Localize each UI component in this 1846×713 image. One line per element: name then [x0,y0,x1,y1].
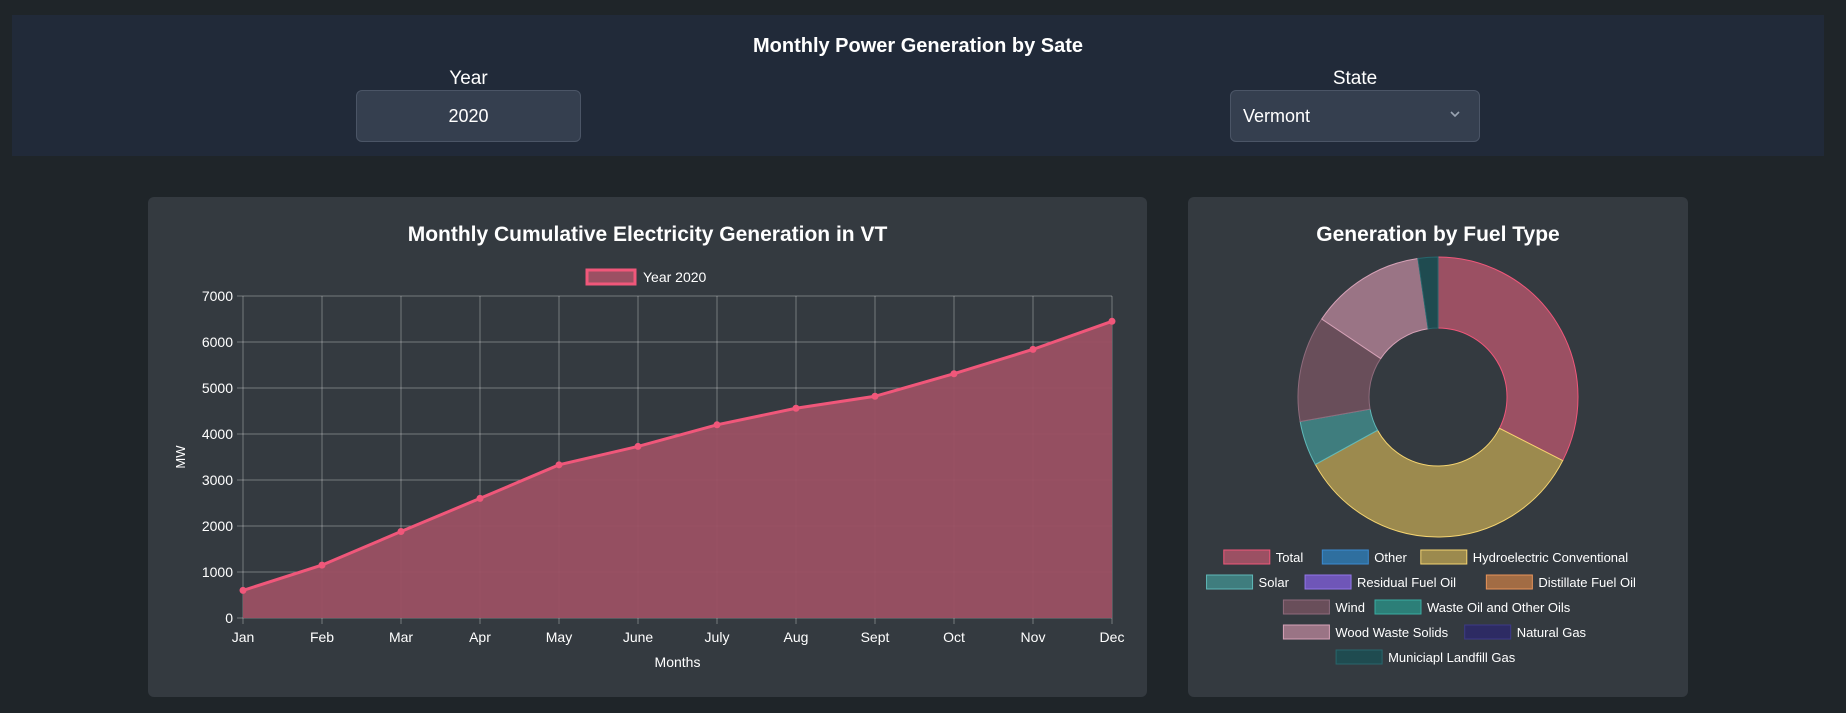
state-value: Vermont [1243,106,1311,126]
y-tick-label: 0 [225,610,233,626]
page-title: Monthly Power Generation by Sate [752,35,1084,57]
y-tick-label: 6000 [202,334,233,350]
legend-swatch [1335,649,1383,665]
legend-label: Total [1276,550,1304,565]
legend-label: Wood Waste Solids [1335,625,1448,640]
x-tick-label: Aug [784,629,809,645]
data-point [871,392,879,400]
header-panel: Monthly Power Generation by Sate Year 20… [12,15,1824,156]
x-tick-label: Jan [232,629,255,645]
legend-label: Natural Gas [1517,625,1587,640]
legend-swatch [1485,574,1533,590]
pie-chart-card: Generation by Fuel Type Total Other Hydroel… [1188,197,1688,697]
x-tick-label: Nov [1021,629,1046,645]
legend-swatch [1321,549,1369,565]
x-tick-label: Dec [1100,629,1125,645]
legend-label: Solar [1259,575,1290,590]
line-chart-card: Monthly Cumulative Electricity Generatio… [148,197,1147,697]
data-point [1029,345,1037,353]
data-point [318,561,326,569]
x-axis-label: Months [655,654,701,670]
chevron-down-icon [1450,111,1460,118]
x-tick-label: June [623,629,654,645]
data-point [1108,317,1116,325]
legend-swatch [1282,599,1330,615]
series-area [243,321,1112,618]
y-tick-label: 7000 [202,288,233,304]
legend-label: Wind [1335,600,1365,615]
year-label: Year [449,68,488,89]
legend-swatch [1304,574,1352,590]
y-tick-label: 2000 [202,518,233,534]
legend-swatch [1206,574,1254,590]
y-tick-label: 4000 [202,426,233,442]
state-select[interactable]: Vermont [1230,90,1480,142]
legend-swatch [585,268,637,286]
legend-label: Other [1374,550,1407,565]
slice-hydroelectric-conventional [1314,427,1564,538]
series-line [242,319,1113,592]
data-point [397,528,405,536]
legend-label: Hydroelectric Conventional [1473,550,1628,565]
cumulative-generation-chart: Monthly Cumulative Electricity Generatio… [173,223,1125,670]
x-tick-label: Apr [469,629,491,645]
legend-label: Distillate Fuel Oil [1538,575,1636,590]
data-point [634,442,642,450]
fuel-type-donut-chart: Generation by Fuel Type Total Other Hydroel… [1206,223,1636,665]
slice-municiapl-landfill-gas [1417,256,1439,330]
y-axis-label: MW [173,445,188,469]
year-value: 2020 [448,106,489,126]
slice-total [1437,256,1579,462]
x-tick-label: Sept [861,629,890,645]
x-tick-label: Mar [389,629,413,645]
legend-swatch [1223,549,1271,565]
data-point [713,421,721,429]
legend-swatch [1420,549,1468,565]
legend-label: Residual Fuel Oil [1357,575,1456,590]
data-point [950,370,958,378]
state-label: State [1332,68,1378,89]
data-point [239,586,247,594]
data-point [792,404,800,412]
x-tick-label: Feb [310,629,334,645]
chart-title: Monthly Cumulative Electricity Generatio… [408,223,888,246]
x-tick-label: July [705,629,730,645]
data-point [555,461,563,469]
x-tick-label: Oct [943,629,965,645]
legend-swatch [1374,599,1422,615]
legend-swatch [1464,624,1512,640]
y-tick-label: 1000 [202,564,233,580]
y-tick-label: 3000 [202,472,233,488]
legend-label: Waste Oil and Other Oils [1427,600,1571,615]
data-point [476,494,484,502]
y-tick-label: 5000 [202,380,233,396]
chart-title: Generation by Fuel Type [1316,223,1560,246]
legend-label: Year 2020 [643,269,707,285]
x-tick-label: May [546,629,572,645]
legend-label: Municiapl Landfill Gas [1388,650,1516,665]
legend-swatch [1282,624,1330,640]
year-input[interactable]: 2020 [356,90,581,142]
